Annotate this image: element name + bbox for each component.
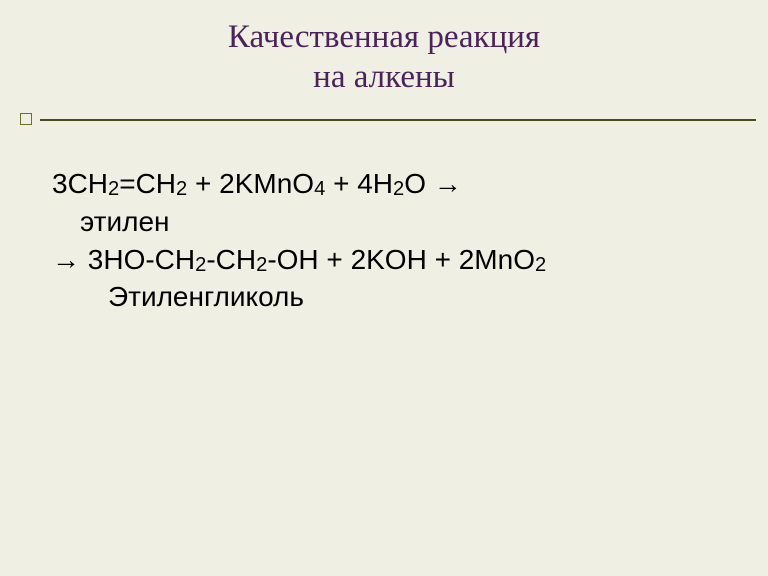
square-bullet-icon [20, 113, 32, 125]
equation-block: 3CH2=CH2 + 2KMnO4 + 4H2O → этилен → 3HO-… [52, 165, 728, 316]
equation-line-1: 3CH2=CH2 + 2KMnO4 + 4H2O → [52, 165, 728, 203]
slide: Качественная реакция на алкены 3CH2=CH2 … [0, 0, 768, 576]
equation-line-4: Этиленгликоль [52, 278, 728, 316]
eq-sub: 4 [314, 178, 325, 200]
title-line-1: Качественная реакция [0, 18, 768, 58]
eq-sub: 2 [195, 254, 206, 276]
slide-title: Качественная реакция на алкены [0, 0, 768, 97]
eq-text: → 3HO-CH [52, 244, 195, 275]
equation-line-3: → 3HO-CH2-CH2-OH + 2KOH + 2MnO2 [52, 241, 728, 279]
horizontal-rule [40, 119, 756, 121]
title-line-2: на алкены [0, 58, 768, 98]
eq-text: -OH + 2KOH + 2MnO [267, 244, 535, 275]
eq-text: 3CH [52, 168, 108, 199]
equation-line-2: этилен [52, 203, 728, 241]
eq-sub: 2 [176, 178, 187, 200]
eq-text: + 2KMnO [187, 168, 314, 199]
eq-text: -CH [206, 244, 256, 275]
eq-sub: 2 [393, 178, 404, 200]
eq-text: O → [404, 168, 462, 199]
eq-sub: 2 [256, 254, 267, 276]
eq-text: + 4H [325, 168, 393, 199]
eq-sub: 2 [108, 178, 119, 200]
title-divider [0, 118, 768, 122]
eq-text: Этиленгликоль [108, 281, 304, 312]
eq-sub: 2 [535, 254, 546, 276]
eq-text: этилен [80, 206, 170, 237]
eq-text: =CH [119, 168, 176, 199]
